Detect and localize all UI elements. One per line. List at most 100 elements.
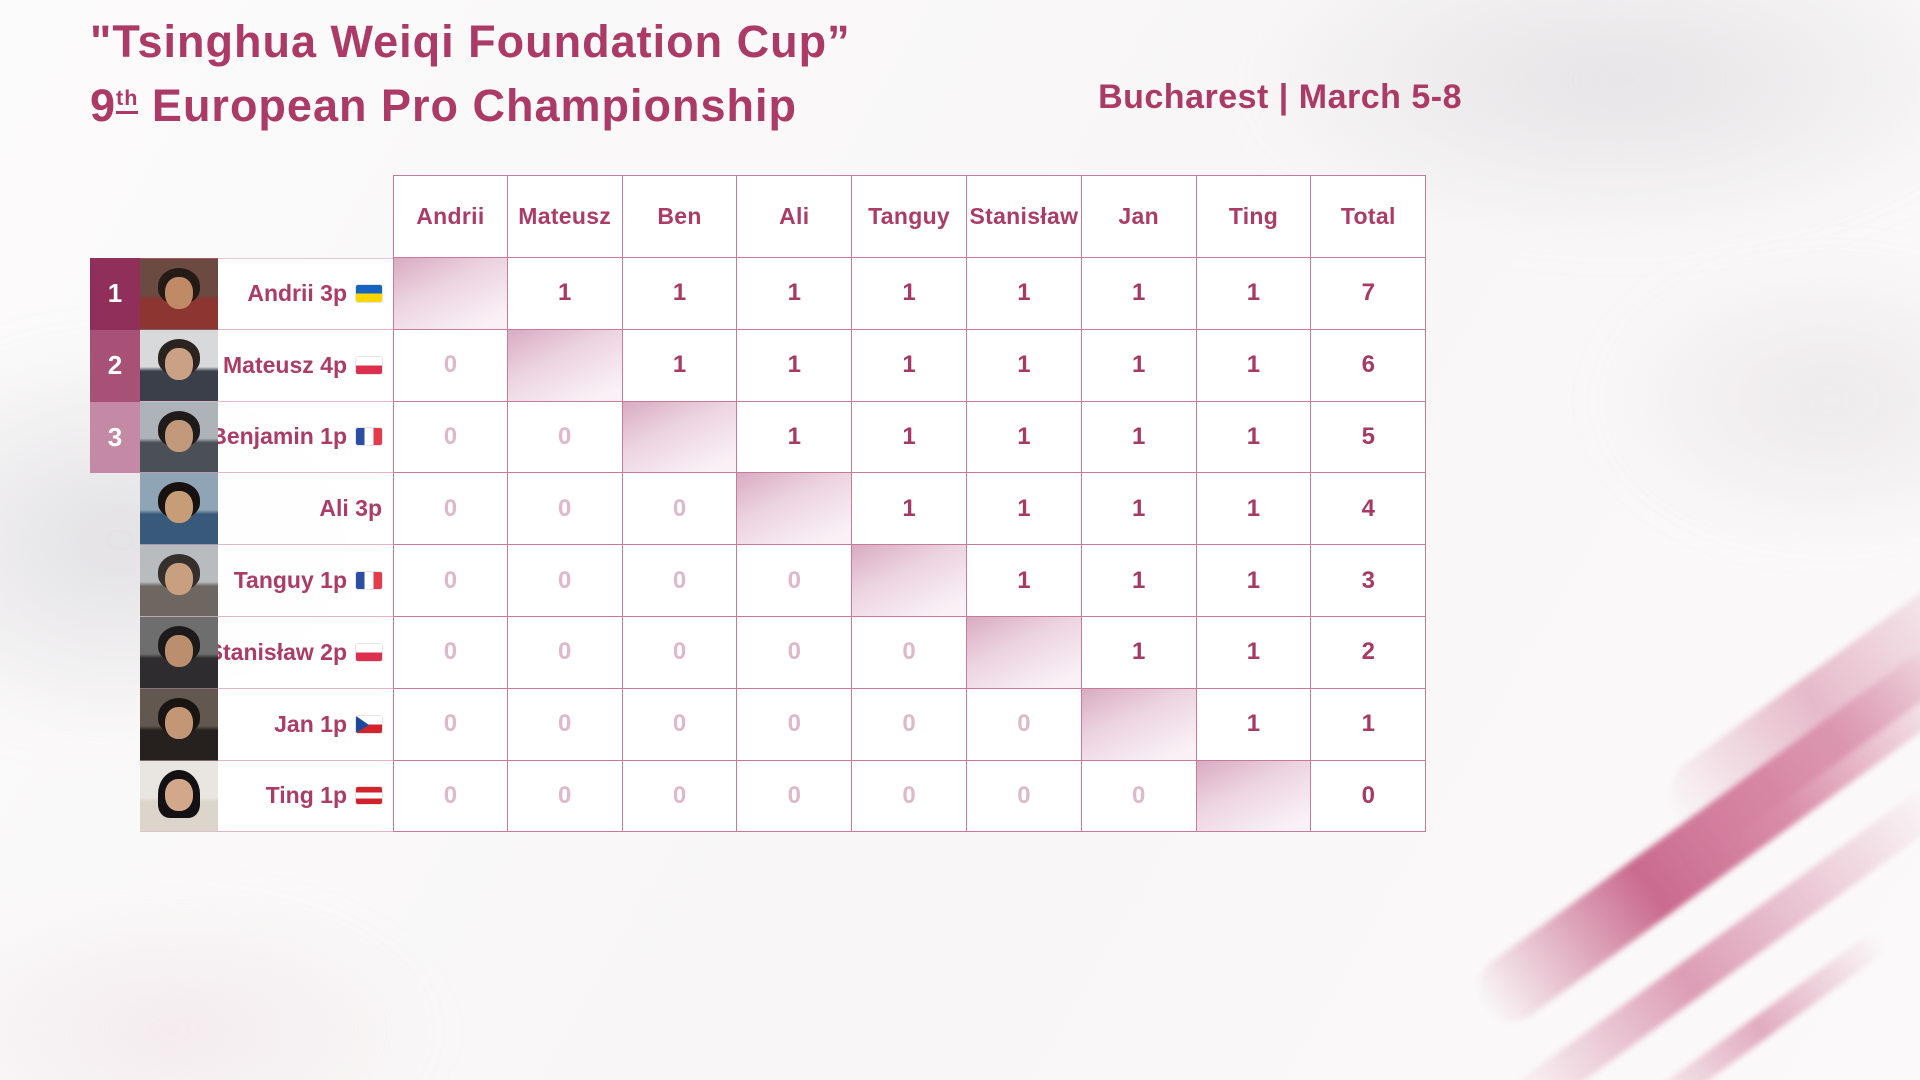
result-cell: 1 bbox=[737, 258, 853, 330]
background-blob bbox=[0, 900, 440, 1080]
flag-cz-icon bbox=[356, 715, 382, 733]
rank-badge: 1 bbox=[90, 258, 140, 330]
result-cell: 0 bbox=[737, 760, 853, 833]
total-cell: 6 bbox=[1311, 329, 1427, 402]
player-name-cell: Ting 1p bbox=[218, 760, 393, 833]
player-photo bbox=[140, 760, 218, 833]
brush-stroke bbox=[1508, 782, 1920, 1080]
player-name-cell: Tanguy 1p bbox=[218, 545, 393, 617]
player-name-cell: Jan 1p bbox=[218, 688, 393, 761]
result-cell: 0 bbox=[507, 616, 623, 689]
column-header-ting: Ting bbox=[1196, 175, 1312, 258]
result-cell: 0 bbox=[737, 688, 853, 761]
player-photo bbox=[140, 401, 218, 474]
result-cell: 0 bbox=[507, 760, 623, 833]
rank-empty bbox=[90, 617, 140, 689]
result-cell: 1 bbox=[622, 329, 738, 402]
flag-pl-icon bbox=[356, 643, 382, 661]
player-photo bbox=[140, 688, 218, 761]
player-name-label: Jan 1p bbox=[274, 710, 347, 737]
crosstable: Andrii Mateusz Ben Ali Tanguy Stanisław Jan Tin… bbox=[90, 175, 1427, 833]
result-cell: 0 bbox=[393, 760, 508, 833]
result-cell: 1 bbox=[966, 473, 1082, 546]
column-header-stanisaw: Stanisław bbox=[966, 175, 1082, 258]
player-name-label: Benjamin 1p bbox=[210, 423, 347, 450]
rank-empty bbox=[90, 473, 140, 545]
total-cell: 3 bbox=[1311, 545, 1427, 617]
result-cell: 1 bbox=[852, 329, 967, 402]
diagonal-cell bbox=[622, 401, 738, 474]
rank-empty bbox=[90, 761, 140, 833]
result-cell: 1 bbox=[1196, 401, 1312, 474]
player-name-cell: Benjamin 1p bbox=[210, 401, 393, 474]
total-cell: 2 bbox=[1311, 616, 1427, 689]
result-cell: 1 bbox=[1081, 545, 1197, 617]
column-header-ben: Ben bbox=[622, 175, 738, 258]
diagonal-cell bbox=[966, 616, 1082, 689]
player-photo bbox=[140, 473, 218, 546]
result-cell: 0 bbox=[852, 616, 967, 689]
title-line-2: 9th European Pro Championship bbox=[90, 80, 851, 132]
result-cell: 0 bbox=[622, 473, 738, 546]
result-cell: 0 bbox=[622, 760, 738, 833]
column-header-mateusz: Mateusz bbox=[507, 175, 623, 258]
result-cell: 1 bbox=[1081, 473, 1197, 546]
column-header-tanguy: Tanguy bbox=[852, 175, 967, 258]
rank-badge: 2 bbox=[90, 329, 140, 402]
result-cell: 0 bbox=[507, 401, 623, 474]
result-cell: 1 bbox=[507, 258, 623, 330]
result-cell: 1 bbox=[966, 258, 1082, 330]
brush-stroke bbox=[1631, 930, 1889, 1080]
result-cell: 0 bbox=[622, 616, 738, 689]
result-cell: 1 bbox=[1196, 545, 1312, 617]
player-photo bbox=[140, 545, 218, 617]
result-cell: 0 bbox=[622, 688, 738, 761]
flag-ua-icon bbox=[356, 285, 382, 303]
background-blob bbox=[1600, 260, 1920, 540]
result-cell: 1 bbox=[852, 401, 967, 474]
event-location-date: Bucharest | March 5-8 bbox=[1098, 78, 1462, 116]
title-line-2-text: European Pro Championship bbox=[138, 80, 797, 131]
result-cell: 1 bbox=[852, 473, 967, 546]
player-photo bbox=[140, 616, 218, 689]
player-name-cell: Andrii 3p bbox=[218, 258, 393, 330]
result-cell: 0 bbox=[393, 545, 508, 617]
title-ordinal-suffix: th bbox=[116, 85, 139, 114]
result-cell: 1 bbox=[622, 258, 738, 330]
column-header-andrii: Andrii bbox=[393, 175, 508, 258]
player-name-label: Tanguy 1p bbox=[233, 567, 347, 594]
player-photo bbox=[140, 329, 218, 402]
diagonal-cell bbox=[1081, 688, 1197, 761]
result-cell: 0 bbox=[1081, 760, 1197, 833]
diagonal-cell bbox=[737, 473, 853, 546]
flag-fr-icon bbox=[356, 428, 382, 446]
table-corner-spacer bbox=[90, 175, 393, 258]
result-cell: 0 bbox=[852, 760, 967, 833]
result-cell: 0 bbox=[393, 688, 508, 761]
rank-empty bbox=[90, 545, 140, 617]
column-header-jan: Jan bbox=[1081, 175, 1197, 258]
result-cell: 1 bbox=[1196, 473, 1312, 546]
result-cell: 1 bbox=[966, 545, 1082, 617]
total-cell: 4 bbox=[1311, 473, 1427, 546]
flag-pl-icon bbox=[356, 356, 382, 374]
column-header-ali: Ali bbox=[737, 175, 853, 258]
event-title: "Tsinghua Weiqi Foundation Cup” 9th Euro… bbox=[90, 16, 851, 132]
result-cell: 0 bbox=[507, 688, 623, 761]
result-cell: 0 bbox=[507, 545, 623, 617]
rank-badge: 3 bbox=[90, 401, 140, 474]
rank-empty bbox=[90, 689, 140, 761]
result-cell: 0 bbox=[393, 401, 508, 474]
result-cell: 1 bbox=[737, 329, 853, 402]
result-cell: 1 bbox=[1196, 329, 1312, 402]
result-cell: 1 bbox=[1081, 401, 1197, 474]
result-cell: 1 bbox=[1081, 258, 1197, 330]
diagonal-cell bbox=[852, 545, 967, 617]
player-name-cell: Stanisław 2p bbox=[208, 616, 393, 689]
player-name-label: Stanisław 2p bbox=[207, 638, 347, 665]
result-cell: 1 bbox=[852, 258, 967, 330]
result-cell: 1 bbox=[1081, 616, 1197, 689]
player-photo bbox=[140, 258, 218, 330]
player-name-label: Ali 3p bbox=[319, 495, 382, 522]
